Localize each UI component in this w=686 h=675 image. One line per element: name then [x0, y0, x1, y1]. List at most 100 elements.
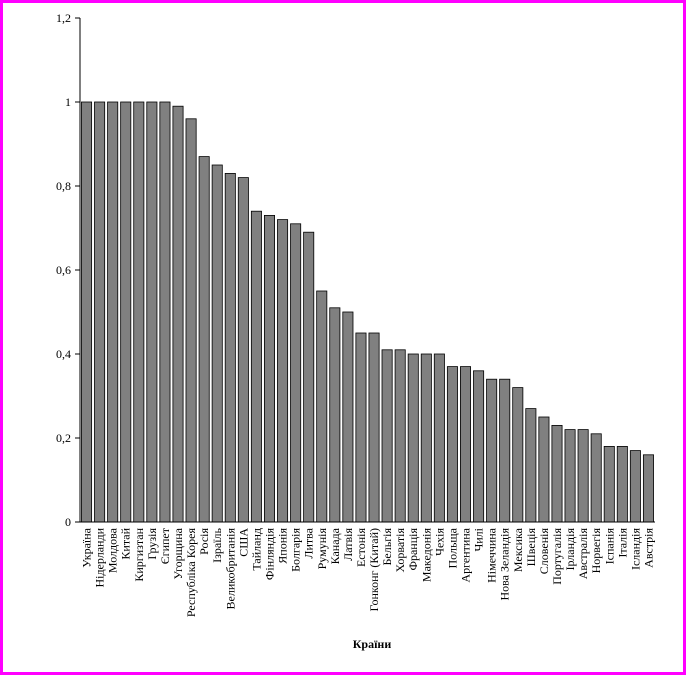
- x-tick-label: Нова Зеландія: [498, 528, 512, 601]
- x-tick-label: Україна: [80, 527, 94, 567]
- x-tick-label: Австрія: [641, 528, 655, 568]
- x-tick-label: Литва: [302, 527, 316, 558]
- bar-29: [460, 366, 472, 523]
- x-tick-label: Словенія: [537, 528, 551, 575]
- x-tick-label: Ірландія: [563, 528, 577, 571]
- x-tick-label: Італія: [615, 528, 629, 558]
- bar-15: [277, 219, 289, 523]
- x-tick-label: Киргизтан: [132, 527, 146, 581]
- bar-7: [172, 105, 184, 523]
- bar-24: [394, 349, 406, 523]
- bars-group: [81, 101, 654, 523]
- y-tick-label: 0,8: [56, 179, 71, 193]
- bar-30: [473, 370, 485, 523]
- y-axis-ticks: 0 0,2 0,4 0,6 0,8 1 1,2: [56, 11, 80, 529]
- bar-6: [159, 101, 171, 523]
- bar-41: [616, 445, 628, 523]
- bar-13: [250, 210, 262, 523]
- y-tick-label: 0,4: [56, 347, 71, 361]
- bar-39: [590, 433, 602, 523]
- bar-22: [368, 332, 380, 523]
- bar-27: [433, 353, 445, 523]
- x-tick-label: Чехія: [432, 528, 446, 556]
- x-tick-label: Бельгія: [380, 528, 394, 566]
- x-tick-label: Чилі: [472, 527, 486, 551]
- bar-35: [538, 416, 550, 523]
- bar-33: [512, 387, 524, 523]
- x-tick-label: Аргентина: [459, 527, 473, 582]
- x-tick-label: Хорватія: [393, 528, 407, 573]
- bar-19: [329, 307, 341, 523]
- x-tick-label: Ізраїль: [210, 527, 224, 562]
- x-tick-label: Іспанія: [602, 528, 616, 565]
- x-tick-label: Швеція: [524, 528, 538, 567]
- x-axis-labels: Україна Нідерланди Молдова Китай Киргизтан Гр…: [80, 527, 656, 617]
- y-tick-label: 0,6: [56, 263, 71, 277]
- bar-40: [603, 445, 615, 523]
- x-tick-label: Німеччина: [485, 527, 499, 583]
- bar-3: [120, 101, 132, 523]
- x-tick-label: Франція: [406, 528, 420, 571]
- x-tick-label: Латвія: [341, 528, 355, 561]
- bar-5: [146, 101, 158, 523]
- bar-26: [420, 353, 432, 523]
- bar-1: [94, 101, 106, 523]
- x-tick-label: Польща: [445, 527, 459, 568]
- x-tick-label: Японія: [276, 528, 290, 564]
- bar-2: [107, 101, 119, 523]
- bar-23: [381, 349, 393, 523]
- bar-31: [486, 378, 498, 523]
- x-tick-label: Болгарія: [289, 528, 303, 572]
- bar-8: [185, 118, 197, 523]
- x-tick-label: Фінляндія: [262, 528, 276, 581]
- x-tick-label: Єгипет: [158, 527, 172, 564]
- bar-43: [642, 454, 654, 523]
- bar-9: [198, 156, 210, 523]
- x-tick-label: Росія: [197, 528, 211, 555]
- bar-0: [81, 101, 93, 523]
- bar-20: [342, 311, 354, 523]
- bar-10: [211, 164, 223, 523]
- x-tick-label: Молдова: [106, 527, 120, 573]
- bar-36: [551, 424, 563, 523]
- bar-34: [525, 408, 537, 523]
- x-tick-label: Македонія: [419, 528, 433, 583]
- x-tick-label: Австралія: [576, 528, 590, 580]
- bar-42: [629, 450, 641, 523]
- x-tick-label: Ісландія: [628, 528, 642, 570]
- y-tick-label: 0: [65, 515, 71, 529]
- bar-12: [237, 177, 249, 523]
- x-tick-label: Мексика: [511, 527, 525, 572]
- x-tick-label: Норвегія: [589, 528, 603, 574]
- bar-14: [263, 214, 275, 523]
- bar-21: [355, 332, 367, 523]
- y-tick-label: 0,2: [56, 431, 71, 445]
- x-tick-label: Румунія: [315, 528, 329, 570]
- x-tick-label: Нідерланди: [93, 527, 107, 587]
- x-tick-label: Португалія: [550, 528, 564, 585]
- bar-37: [564, 429, 576, 523]
- x-tick-label: Угорщина: [171, 527, 185, 579]
- bar-25: [407, 353, 419, 523]
- x-tick-label: Естонія: [354, 528, 368, 567]
- bar-38: [577, 429, 589, 523]
- bar-16: [290, 223, 302, 523]
- x-tick-label: Республіка Корея: [184, 528, 198, 618]
- bar-11: [224, 172, 236, 523]
- x-tick-label: Тайланд: [249, 528, 263, 571]
- x-tick-label: Гонконг (Китай): [367, 528, 381, 611]
- bar-17: [303, 231, 315, 523]
- x-axis-title: Країни: [353, 637, 392, 651]
- bar-28: [446, 366, 458, 523]
- x-tick-label: Китай: [119, 527, 133, 559]
- x-tick-label: Великобританія: [223, 528, 237, 610]
- bar-32: [499, 378, 511, 523]
- x-tick-label: Канада: [328, 527, 342, 564]
- x-tick-label: США: [236, 528, 250, 557]
- x-tick-label: Грузія: [145, 528, 159, 560]
- bar-18: [316, 290, 328, 523]
- y-tick-label: 1,2: [56, 11, 71, 25]
- bar-4: [133, 101, 145, 523]
- y-tick-label: 1: [65, 95, 71, 109]
